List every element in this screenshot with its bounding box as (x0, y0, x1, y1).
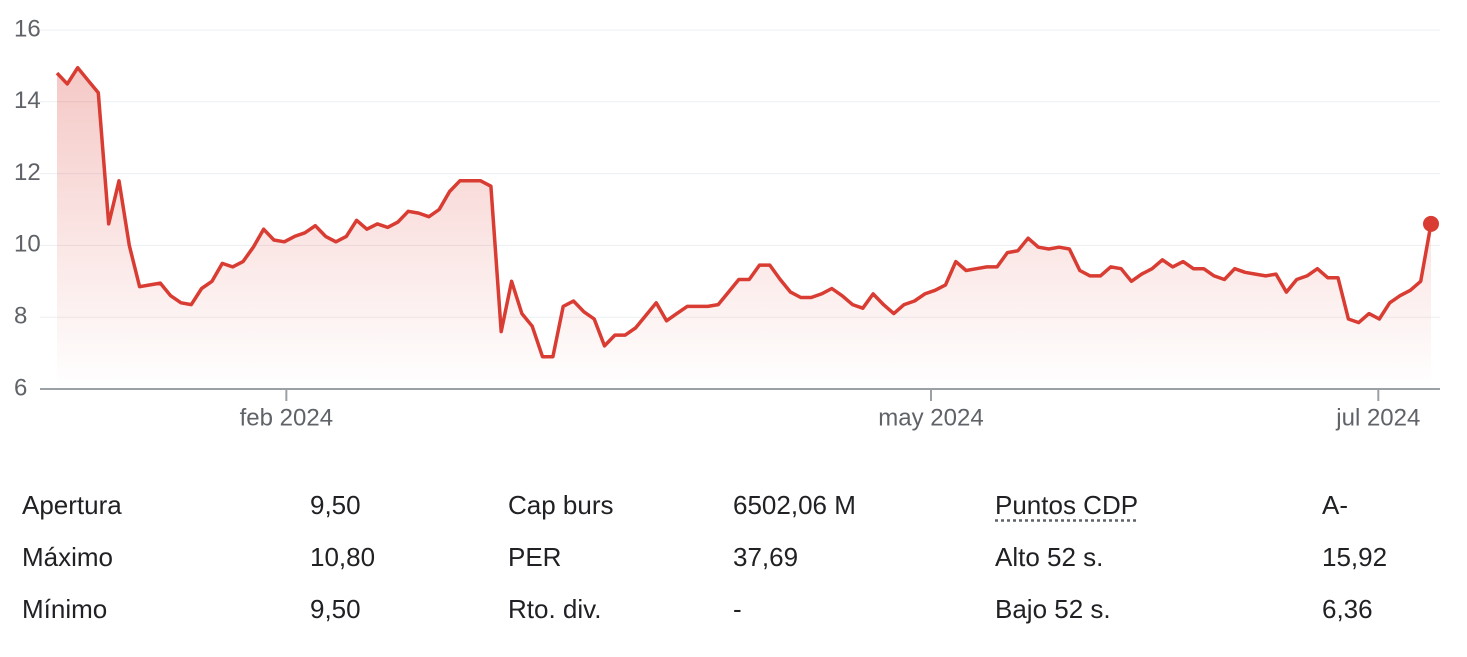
stats-row: Mínimo 9,50 Rto. div. - Bajo 52 s. 6,36 (0, 582, 1467, 634)
stat-label: Mínimo (22, 594, 108, 624)
stats-table: Apertura 9,50 Cap burs 6502,06 M Puntos CDP A… (0, 478, 1467, 634)
stat-label: PER (508, 542, 562, 572)
stat-value: 9,50 (310, 490, 361, 520)
stat-value: 37,69 (733, 542, 799, 572)
stat-value: 9,50 (310, 594, 361, 624)
last-point (1423, 215, 1439, 232)
stat-value: A- (1322, 490, 1348, 520)
stat-value: 15,92 (1322, 542, 1388, 572)
stat-value: 6502,06 M (733, 490, 856, 520)
stat-label: Alto 52 s. (995, 542, 1104, 572)
stat-value: 6,36 (1322, 594, 1373, 624)
stat-label[interactable]: Puntos CDP (995, 490, 1139, 520)
stat-label: Rto. div. (508, 594, 602, 624)
y-tick-label: 8 (14, 303, 27, 330)
y-tick-label: 6 (14, 374, 27, 401)
stat-value: - (733, 594, 742, 624)
y-tick-label: 16 (14, 15, 41, 42)
y-tick-label: 10 (14, 231, 41, 258)
stat-label: Máximo (22, 542, 114, 572)
x-tick-label: feb 2024 (240, 404, 333, 431)
x-tick-label: may 2024 (878, 404, 983, 431)
y-tick-label: 14 (14, 87, 41, 114)
stats-row: Apertura 9,50 Cap burs 6502,06 M Puntos CDP A… (0, 478, 1467, 530)
stat-value: 10,80 (310, 542, 376, 572)
area (57, 67, 1431, 389)
stat-label: Apertura (22, 490, 122, 520)
x-tick-label: jul 2024 (1335, 404, 1420, 431)
stat-label: Cap burs (508, 490, 614, 520)
y-tick-label: 12 (14, 159, 41, 186)
price-line (55, 65, 1433, 359)
chart: 6 8 10 12 14 16 feb 2024 may 2024 jul 2024 (14, 15, 1440, 431)
stats-row: Máximo 10,80 PER 37,69 Alto 52 s. 15,92 (0, 530, 1467, 582)
stat-label: Bajo 52 s. (995, 594, 1111, 624)
